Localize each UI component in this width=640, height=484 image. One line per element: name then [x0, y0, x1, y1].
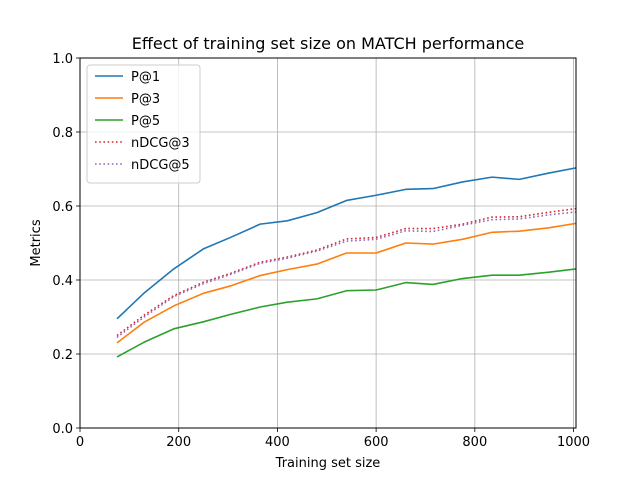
x-axis-label: Training set size: [275, 456, 381, 471]
legend-label: P@5: [131, 114, 160, 129]
plot-area-frame: [79, 57, 577, 429]
series-line-ndcg-5: [116, 211, 577, 338]
x-tick-label: 1000: [557, 435, 590, 450]
x-tick-label: 800: [462, 435, 487, 450]
series-line-p-3: [116, 222, 577, 344]
series-line-p-5: [116, 268, 577, 358]
series-lines: [116, 167, 577, 358]
y-tick-label: 0.4: [52, 274, 73, 289]
y-tick-label: 0.8: [52, 126, 73, 141]
x-tick-label: 0: [76, 435, 84, 450]
y-tick-label: 0.2: [52, 348, 73, 363]
y-tick-label: 1.0: [52, 52, 73, 67]
y-tick-label: 0.6: [52, 200, 73, 215]
legend-box: [86, 64, 201, 184]
axis-ticks: 0 200 400 600 800 1000 0.0 0.2 0.4 0.6 0.8 1.0: [52, 52, 590, 450]
legend-label: nDCG@3: [131, 136, 190, 151]
y-tick-label: 0.0: [52, 422, 73, 437]
series-line-ndcg-3: [116, 207, 577, 337]
x-tick-label: 600: [364, 435, 389, 450]
legend-label: nDCG@5: [131, 158, 190, 173]
legend-label: P@3: [131, 92, 160, 107]
x-tick-label: 200: [166, 435, 191, 450]
y-axis-label: Metrics: [29, 219, 44, 266]
chart-title: Effect of training set size on MATCH per…: [132, 34, 524, 53]
series-line-p-1: [116, 167, 577, 320]
legend: P@1 P@3 P@5 nDCG@3 nDCG@5: [86, 64, 201, 184]
legend-label: P@1: [131, 70, 160, 85]
x-tick-label: 400: [265, 435, 290, 450]
grid-lines: [79, 57, 576, 429]
